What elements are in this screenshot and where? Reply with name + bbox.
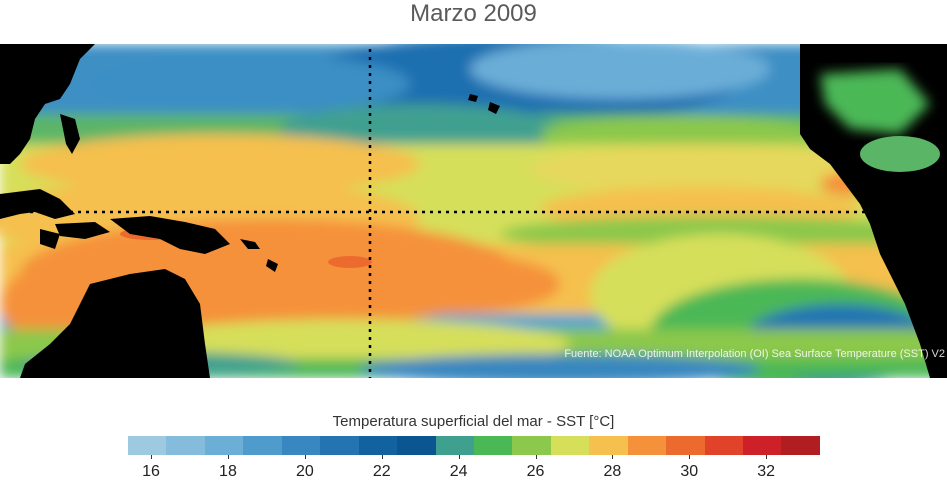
caribbean (860, 136, 940, 172)
colorbar-segment (781, 436, 820, 455)
colorbar-segment (435, 436, 474, 455)
colorbar-segment (743, 436, 782, 455)
colorbar-tick-label: 18 (219, 463, 237, 480)
colorbar-tick-label: 24 (449, 463, 468, 480)
colorbar-segment (397, 436, 436, 455)
colorbar-tick-label: 30 (680, 463, 699, 480)
colorbar-segment (243, 436, 282, 455)
colorbar-tick-mark (612, 455, 614, 459)
colorbar-tick-mark (689, 455, 691, 459)
colorbar-segment (320, 436, 359, 455)
colorbar-tick-mark (151, 455, 153, 459)
colorbar-tick-mark (304, 455, 306, 459)
colorbar (128, 436, 820, 455)
source-credit: Fuente: NOAA Optimum Interpolation (OI) … (564, 348, 945, 360)
colorbar-segment (666, 436, 705, 455)
colorbar-tick-mark (227, 455, 229, 459)
colorbar-tick-label: 16 (142, 463, 160, 480)
colorbar-segment (512, 436, 551, 455)
colorbar-segment (550, 436, 590, 455)
colorbar-segment (128, 436, 167, 455)
sst-map (0, 44, 947, 378)
map-title: Marzo 2009 (410, 0, 537, 27)
colorbar-tick-label: 22 (372, 463, 391, 480)
colorbar-segment (704, 436, 743, 455)
colorbar-segment (627, 436, 667, 455)
colorbar-segment (281, 436, 321, 455)
reference-lines (30, 49, 880, 378)
colorbar-tick-mark (381, 455, 383, 459)
colorbar-tick-mark (458, 455, 460, 459)
colorbar-tick-label: 32 (757, 463, 776, 480)
colorbar-segment (358, 436, 398, 455)
colorbar-segment (473, 436, 513, 455)
colorbar-tick-mark (766, 455, 768, 459)
colorbar-tick-label: 26 (526, 463, 545, 480)
colorbar-segment (204, 436, 244, 455)
colorbar-segment (166, 436, 205, 455)
colorbar-tick-label: 28 (603, 463, 622, 480)
land (0, 44, 947, 378)
colorbar-tick-mark (535, 455, 537, 459)
colorbar-tick-label: 20 (295, 463, 314, 480)
colorbar-segment (589, 436, 628, 455)
colorbar-label: Temperatura superficial del mar - SST [°… (332, 413, 615, 430)
inner-seas (820, 69, 930, 134)
